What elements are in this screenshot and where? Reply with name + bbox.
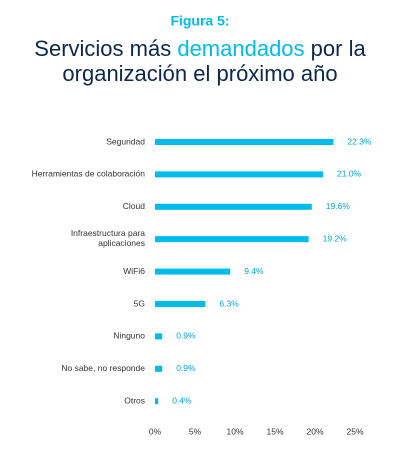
title-part: por la bbox=[305, 36, 367, 61]
bar bbox=[155, 139, 334, 145]
bar bbox=[155, 398, 159, 405]
bar bbox=[155, 301, 206, 307]
x-tick-label: 25% bbox=[346, 426, 363, 436]
bar bbox=[155, 268, 231, 275]
value-label: 0.9% bbox=[176, 363, 196, 373]
y-tick-label: Seguridad bbox=[106, 136, 145, 146]
y-tick-label: Otros bbox=[124, 395, 145, 405]
x-tick-label: 15% bbox=[266, 426, 283, 436]
bar bbox=[155, 203, 312, 210]
figure-label: Figura 5: bbox=[170, 13, 229, 29]
y-tick-label: WiFi6 bbox=[123, 266, 145, 276]
y-tick-label: Herramientas de colaboración bbox=[32, 169, 146, 179]
y-tick-label-line: Infraestructura para bbox=[71, 228, 145, 238]
chart-title: Servicios más demandados por la bbox=[34, 36, 366, 61]
value-label: 19.2% bbox=[323, 233, 348, 243]
y-tick-label: No sabe, no responde bbox=[61, 363, 145, 373]
value-label: 0.4% bbox=[172, 395, 192, 405]
y-tick-label: Infraestructura para aplicaciones bbox=[71, 228, 145, 248]
y-tick-label: 5G bbox=[134, 298, 145, 308]
x-tick-label: 0% bbox=[149, 426, 162, 436]
y-tick-label: Cloud bbox=[123, 201, 145, 211]
x-tick-label: 10% bbox=[226, 426, 243, 436]
y-tick-label-line: aplicaciones bbox=[98, 238, 145, 248]
value-label: 6.3% bbox=[219, 298, 239, 308]
title-highlight: demandados bbox=[177, 36, 304, 61]
value-label: 0.9% bbox=[176, 331, 196, 341]
value-label: 9.4% bbox=[244, 266, 264, 276]
bar bbox=[155, 333, 163, 340]
y-tick-label: Ninguno bbox=[113, 331, 145, 341]
chart-title-line2: organización el próximo año bbox=[62, 61, 337, 86]
x-tick-label: 20% bbox=[306, 426, 323, 436]
value-label: 19.6% bbox=[326, 201, 351, 211]
bar bbox=[155, 171, 323, 178]
bar bbox=[155, 365, 163, 372]
value-label: 22.3% bbox=[347, 136, 372, 146]
bar bbox=[155, 236, 309, 243]
value-label: 21.0% bbox=[337, 169, 362, 179]
title-part: Servicios más bbox=[34, 36, 177, 61]
x-tick-label: 5% bbox=[189, 426, 202, 436]
